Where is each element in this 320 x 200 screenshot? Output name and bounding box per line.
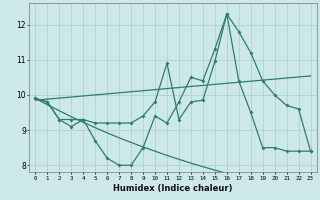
X-axis label: Humidex (Indice chaleur): Humidex (Indice chaleur)	[113, 184, 233, 193]
